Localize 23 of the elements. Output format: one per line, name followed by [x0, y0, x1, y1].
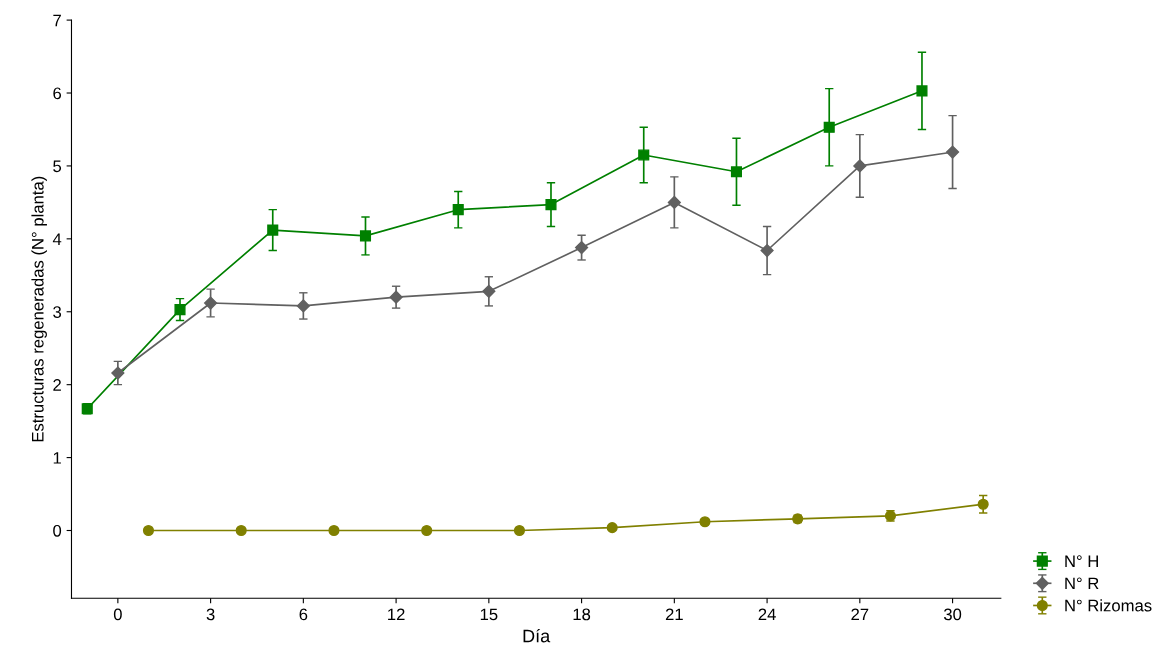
y-tick-label: 0: [53, 524, 62, 537]
x-tick-label: 12: [388, 608, 405, 621]
x-tick-label: 15: [480, 608, 498, 621]
y-tick-label: 1: [53, 452, 61, 464]
y-tick-label: 3: [53, 306, 62, 318]
x-tick-label: 21: [665, 608, 683, 621]
x-tick-label: 30: [943, 608, 962, 621]
x-tick-label: 0: [113, 608, 122, 621]
x-tick-label: 27: [851, 608, 869, 621]
y-axis-title: Estructuras regeneradas (N° planta): [31, 176, 47, 442]
y-tick-label: 7: [53, 14, 61, 27]
legend-label: N° H: [1065, 555, 1098, 567]
legend-label: N° R: [1065, 577, 1099, 590]
x-axis-title: Día: [523, 628, 551, 643]
legend-label: N° Rizomas: [1065, 599, 1152, 612]
y-tick-label: 2: [53, 379, 61, 391]
x-tick-label: 3: [206, 608, 215, 621]
y-tick-label: 6: [53, 87, 62, 100]
x-tick-label: 18: [573, 608, 591, 621]
y-tick-label: 5: [53, 160, 62, 173]
x-tick-label: 24: [758, 608, 776, 621]
x-tick-label: 6: [299, 608, 308, 621]
y-tick-label: 4: [52, 233, 62, 245]
